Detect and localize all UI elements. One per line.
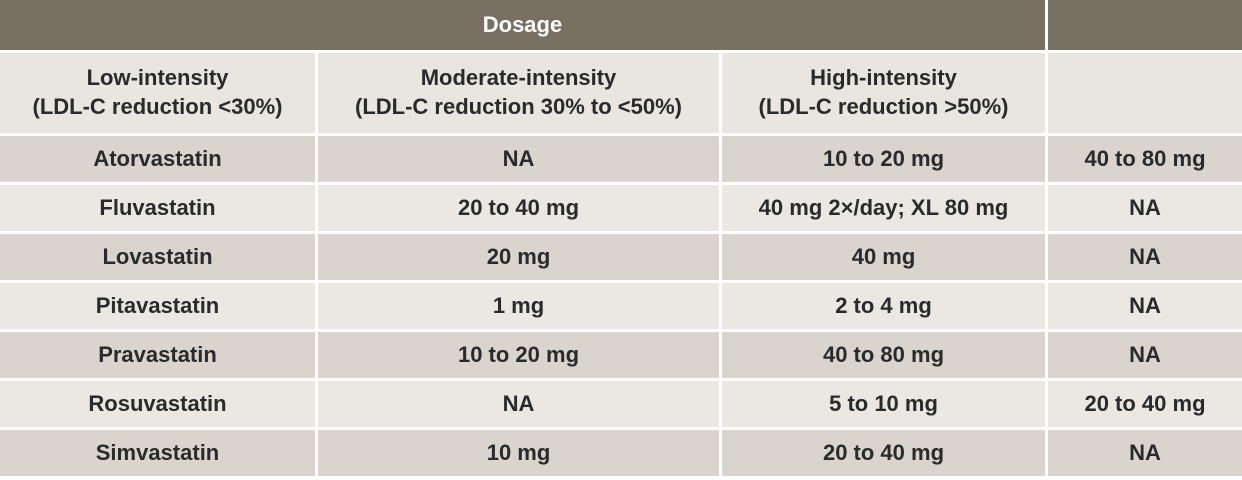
table-title: Dosage <box>0 0 1045 50</box>
dosage-cell: 20 to 40 mg <box>1048 381 1242 427</box>
column-title: High-intensity <box>810 65 957 91</box>
drug-name: Pravastatin <box>0 332 315 378</box>
dosage-cell: 40 mg <box>722 234 1045 280</box>
dosage-cell: 10 to 20 mg <box>722 136 1045 182</box>
dosage-cell: 40 to 80 mg <box>1048 136 1242 182</box>
dosage-cell: NA <box>1048 430 1242 476</box>
dosage-cell: 10 to 20 mg <box>318 332 719 378</box>
dosage-cell: 5 to 10 mg <box>722 381 1045 427</box>
dosage-cell: NA <box>1048 332 1242 378</box>
dosage-cell: NA <box>318 381 719 427</box>
column-title: Moderate-intensity <box>420 65 617 91</box>
dosage-cell: 20 mg <box>318 234 719 280</box>
dosage-cell: 1 mg <box>318 283 719 329</box>
column-header: High-intensity (LDL-C reduction >50%) <box>722 53 1045 133</box>
column-subtitle: (LDL-C reduction >50%) <box>758 94 1009 119</box>
drug-name: Rosuvastatin <box>0 381 315 427</box>
dosage-cell: 2 to 4 mg <box>722 283 1045 329</box>
column-header-blank <box>1048 53 1242 133</box>
dosage-cell: 10 mg <box>318 430 719 476</box>
drug-name: Simvastatin <box>0 430 315 476</box>
dosage-cell: NA <box>1048 234 1242 280</box>
column-header: Low-intensity (LDL-C reduction <30%) <box>0 53 315 133</box>
column-title: Low-intensity <box>86 65 229 91</box>
dosage-cell: 40 to 80 mg <box>722 332 1045 378</box>
column-header: Moderate-intensity (LDL-C reduction 30% t… <box>318 53 719 133</box>
column-subtitle: (LDL-C reduction <30%) <box>32 94 283 119</box>
drug-name: Fluvastatin <box>0 185 315 231</box>
drug-name: Lovastatin <box>0 234 315 280</box>
dosage-cell: NA <box>1048 283 1242 329</box>
drug-name: Atorvastatin <box>0 136 315 182</box>
dosage-cell: NA <box>318 136 719 182</box>
column-subtitle: (LDL-C reduction 30% to <50%) <box>355 94 682 119</box>
drug-name: Pitavastatin <box>0 283 315 329</box>
dosage-cell: 20 to 40 mg <box>318 185 719 231</box>
header-blank <box>1048 0 1242 50</box>
dosage-cell: 40 mg 2×/day; XL 80 mg <box>722 185 1045 231</box>
dosage-cell: NA <box>1048 185 1242 231</box>
dosage-cell: 20 to 40 mg <box>722 430 1045 476</box>
